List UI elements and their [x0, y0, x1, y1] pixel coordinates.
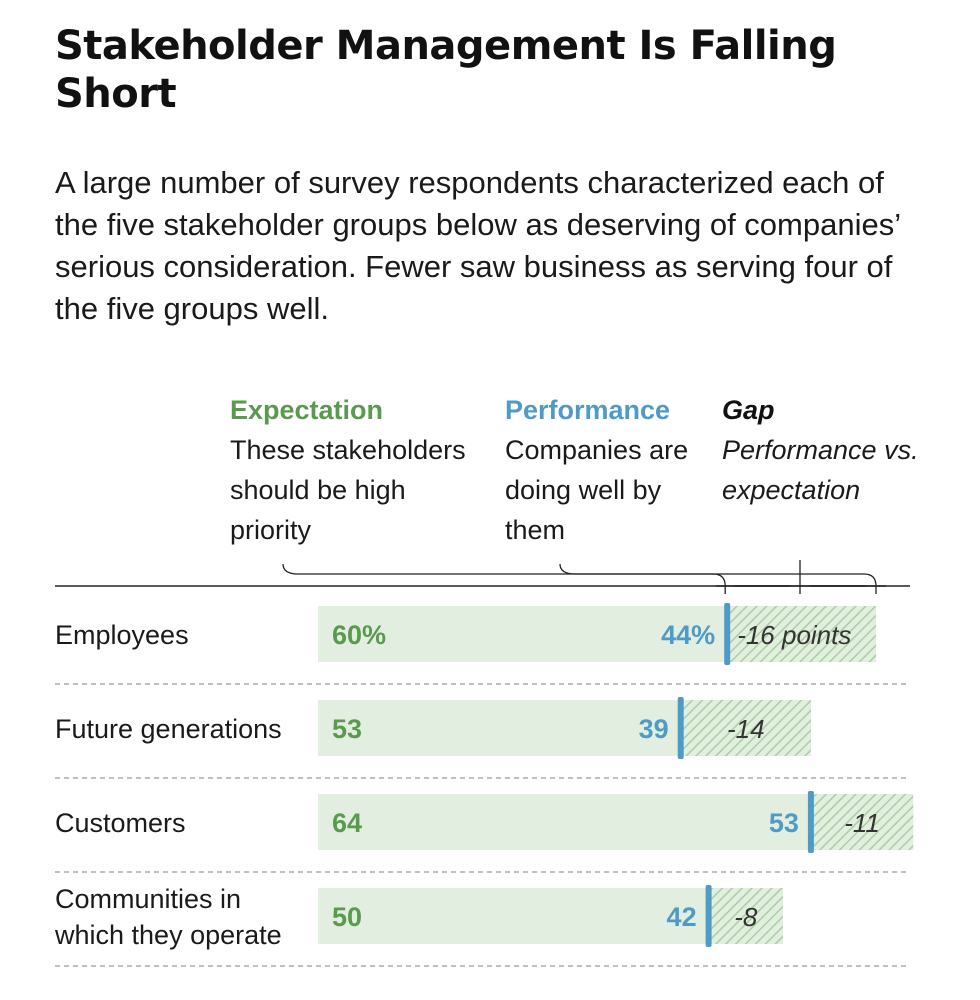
legend-gap-title: Gap [722, 395, 775, 425]
expectation-value-label: 50 [332, 902, 362, 932]
legend-gap-desc: Performance vs. expectation [722, 435, 919, 505]
performance-marker [705, 885, 712, 947]
category-label: Communities in which they operate [54, 884, 282, 950]
gap-hatch-bar [727, 606, 876, 662]
legend-expectation-title: Expectation [230, 395, 384, 425]
gap-value-label: -14 [727, 714, 765, 744]
gap-hatch-bar [708, 888, 783, 944]
legend-expectation-desc: These stakeholders should be high priori… [230, 435, 466, 545]
gap-hatch-bar [810, 794, 914, 850]
gap-value-label: -8 [734, 902, 758, 932]
performance-marker [807, 791, 814, 853]
gap-value-label: -16 points [737, 620, 851, 650]
legend-gap: Gap Performance vs. expectation [722, 390, 962, 510]
category-label-line: Customers [55, 808, 186, 838]
expectation-connector [282, 563, 877, 594]
category-label-line: Future generations [55, 714, 282, 744]
category-label: Employees [55, 620, 189, 650]
legend-performance: Performance Companies are doing well by … [505, 390, 715, 550]
performance-value-label: 42 [667, 902, 697, 932]
chart-row: Customers 64 53 -11 [55, 791, 914, 873]
category-label-line: Employees [55, 620, 189, 650]
performance-marker [724, 603, 731, 665]
performance-connector [559, 563, 726, 594]
category-label: Customers [55, 808, 186, 838]
category-label: Future generations [55, 714, 282, 744]
expectation-value-label: 64 [332, 808, 362, 838]
chart-title: Stakeholder Management Is Falling Short [55, 23, 837, 117]
stakeholder-gap-chart: Employees 60% 44% -16 points Future generati… [54, 560, 914, 967]
expectation-value-label: 60% [332, 620, 386, 650]
legend-performance-title: Performance [505, 395, 671, 425]
gap-hatch-bar [680, 700, 811, 756]
category-label-line: Communities in [55, 884, 241, 914]
performance-value-label: 44% [661, 620, 715, 650]
chart-subtitle: A large number of survey respondents cha… [55, 165, 900, 326]
gap-value-label: -11 [844, 808, 880, 838]
performance-value-label: 53 [769, 808, 799, 838]
chart-row: Communities in which they operate 50 42 -8 [54, 884, 910, 967]
chart-row: Future generations 53 39 -14 [55, 697, 910, 779]
category-label-line: which they operate [54, 920, 282, 950]
performance-value-label: 39 [639, 714, 669, 744]
legend-expectation: Expectation These stakeholders should be… [230, 390, 490, 550]
chart-row: Employees 60% 44% -16 points [55, 603, 910, 685]
performance-marker [677, 697, 684, 759]
expectation-value-label: 53 [332, 714, 362, 744]
legend-performance-desc: Companies are doing well by them [505, 435, 689, 545]
expectation-bar [318, 888, 783, 944]
